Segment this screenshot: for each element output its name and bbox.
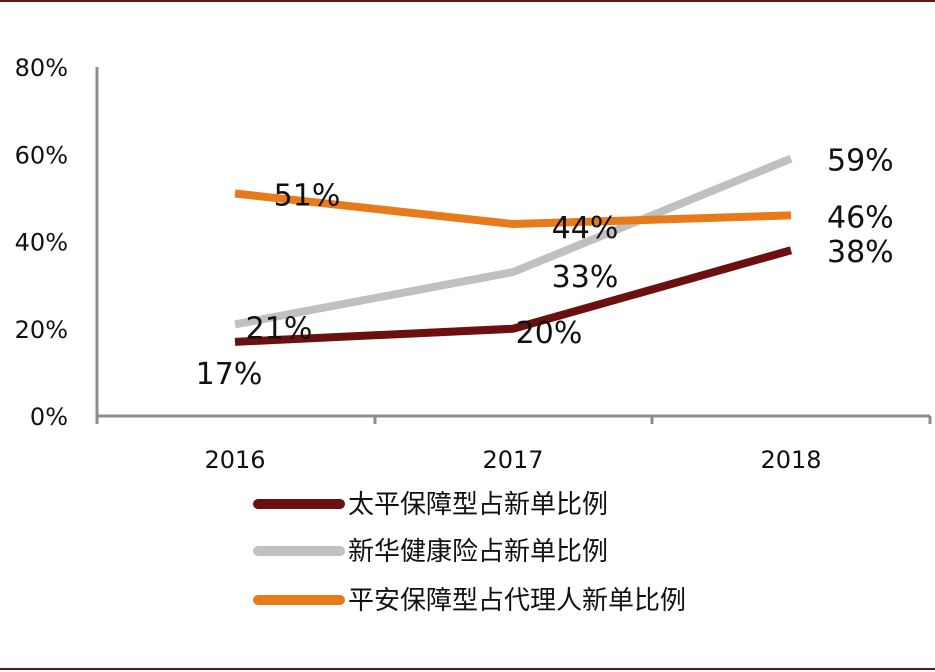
data-label: 21% xyxy=(246,311,313,346)
legend-label: 太平保障型占新单比例 xyxy=(348,490,608,520)
y-tick-label: 80% xyxy=(15,54,68,82)
legend-label: 新华健康险占新单比例 xyxy=(348,537,608,567)
series-line xyxy=(234,246,793,346)
data-label: 20% xyxy=(516,316,583,351)
series-line xyxy=(234,154,793,329)
y-tick-label: 60% xyxy=(15,141,68,169)
x-tick-label: 2016 xyxy=(204,446,265,474)
top-border xyxy=(0,0,935,2)
data-label: 59% xyxy=(827,144,894,179)
x-tick-label: 2017 xyxy=(482,446,543,474)
data-label: 46% xyxy=(827,200,894,235)
data-label: 38% xyxy=(827,235,894,270)
y-tick-label: 0% xyxy=(30,403,68,431)
series-line xyxy=(234,189,792,229)
data-label: 44% xyxy=(552,211,619,246)
data-label: 33% xyxy=(552,260,619,295)
y-tick-label: 20% xyxy=(15,316,68,344)
y-tick-label: 40% xyxy=(15,229,68,257)
data-label: 17% xyxy=(196,357,263,392)
data-label: 51% xyxy=(274,179,341,214)
bottom-border xyxy=(0,668,935,670)
x-tick-label: 2018 xyxy=(760,446,821,474)
legend-label: 平安保障型占代理人新单比例 xyxy=(348,586,686,616)
